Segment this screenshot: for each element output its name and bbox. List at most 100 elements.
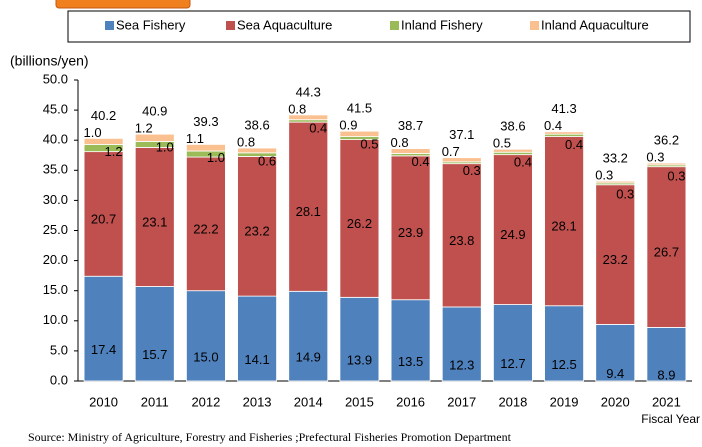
bar-segment bbox=[237, 295, 277, 382]
value-label: 0.3 bbox=[616, 187, 634, 202]
y-tick-label: 35.0 bbox=[43, 162, 68, 177]
bar-segment bbox=[237, 147, 277, 154]
value-label: 1.0 bbox=[156, 140, 174, 155]
value-label: 28.1 bbox=[551, 219, 576, 234]
y-tick-label: 5.0 bbox=[50, 342, 68, 357]
bar-segment bbox=[544, 136, 584, 307]
value-label: 0.7 bbox=[442, 144, 460, 159]
value-label: 0.5 bbox=[493, 136, 511, 151]
value-label: 0.6 bbox=[258, 153, 276, 168]
bar-segment bbox=[134, 286, 175, 382]
bar-segment bbox=[288, 114, 329, 121]
value-label: 0.4 bbox=[309, 120, 327, 135]
legend-label: Sea Fishery bbox=[116, 17, 186, 32]
x-tick-label: 2018 bbox=[498, 394, 527, 409]
value-label: 0.4 bbox=[565, 137, 583, 152]
legend-swatch bbox=[530, 21, 539, 30]
x-tick-label: 2021 bbox=[652, 394, 681, 409]
value-label: 1.2 bbox=[105, 144, 123, 159]
value-label: 0.4 bbox=[412, 154, 430, 169]
bar-segment bbox=[186, 144, 226, 152]
bar-segment bbox=[83, 275, 124, 382]
value-label: 0.4 bbox=[544, 118, 562, 133]
bar-segment bbox=[83, 137, 124, 145]
bar-segment bbox=[390, 299, 431, 382]
total-label: 37.1 bbox=[449, 127, 474, 142]
value-label: 0.4 bbox=[514, 155, 532, 170]
bar-segment bbox=[134, 133, 175, 142]
x-tick-label: 2017 bbox=[447, 394, 476, 409]
bar-segment bbox=[493, 148, 533, 153]
bar-segment bbox=[237, 156, 277, 297]
total-label: 40.2 bbox=[91, 108, 116, 123]
bar-segment bbox=[339, 139, 380, 298]
total-label: 39.3 bbox=[193, 114, 218, 129]
value-label: 8.9 bbox=[657, 368, 675, 383]
value-label: 12.3 bbox=[449, 357, 474, 372]
x-axis-label: Fiscal Year bbox=[641, 412, 700, 426]
total-label: 38.7 bbox=[398, 118, 423, 133]
legend-label: Inland Aquaculture bbox=[541, 17, 649, 32]
value-label: 14.9 bbox=[296, 350, 321, 365]
bar-segment bbox=[83, 151, 124, 277]
total-label: 33.2 bbox=[603, 151, 628, 166]
legend-swatch bbox=[105, 21, 114, 30]
bar-segment bbox=[493, 304, 533, 382]
y-tick-label: 20.0 bbox=[43, 252, 68, 267]
bar-segment bbox=[441, 306, 482, 382]
value-label: 15.0 bbox=[193, 349, 218, 364]
total-label: 38.6 bbox=[244, 117, 269, 132]
bar-segment bbox=[339, 296, 380, 382]
value-label: 1.1 bbox=[186, 131, 204, 146]
value-label: 28.1 bbox=[296, 204, 321, 219]
value-label: 0.9 bbox=[339, 118, 357, 133]
bar-segment bbox=[493, 154, 533, 305]
source: Source: Ministry of Agriculture, Forestr… bbox=[28, 430, 512, 444]
bar-segment bbox=[390, 148, 431, 154]
value-label: 0.8 bbox=[391, 135, 409, 150]
bar-segment bbox=[595, 180, 636, 184]
value-label: 1.0 bbox=[84, 125, 102, 140]
value-label: 26.7 bbox=[654, 244, 679, 259]
total-label: 41.5 bbox=[347, 101, 372, 116]
value-label: 0.3 bbox=[646, 150, 664, 165]
value-label: 23.2 bbox=[244, 224, 269, 239]
y-tick-label: 0.0 bbox=[50, 372, 68, 387]
value-label: 14.1 bbox=[244, 352, 269, 367]
value-label: 0.5 bbox=[360, 137, 378, 152]
y-tick-label: 15.0 bbox=[43, 282, 68, 297]
bar-segment bbox=[646, 162, 687, 166]
value-label: 1.0 bbox=[207, 150, 225, 165]
y-axis-label: (billions/yen) bbox=[10, 53, 89, 69]
value-label: 0.3 bbox=[595, 168, 613, 183]
value-label: 26.2 bbox=[347, 216, 372, 231]
bar-segment bbox=[339, 130, 380, 137]
total-label: 40.9 bbox=[142, 104, 167, 119]
bar-segment bbox=[441, 157, 482, 163]
value-label: 22.2 bbox=[193, 221, 218, 236]
x-tick-label: 2015 bbox=[345, 394, 374, 409]
bar-segment bbox=[544, 131, 584, 135]
y-tick-label: 30.0 bbox=[43, 192, 68, 207]
value-label: 23.8 bbox=[449, 233, 474, 248]
legend-swatch bbox=[390, 21, 399, 30]
total-label: 41.3 bbox=[551, 101, 576, 116]
value-label: 15.7 bbox=[142, 347, 167, 362]
legend-label: Inland Fishery bbox=[401, 17, 483, 32]
total-label: 38.6 bbox=[500, 119, 525, 134]
value-label: 0.3 bbox=[667, 169, 685, 184]
x-tick-label: 2019 bbox=[550, 394, 579, 409]
x-tick-label: 2016 bbox=[396, 394, 425, 409]
value-label: 17.4 bbox=[91, 342, 116, 357]
value-label: 24.9 bbox=[500, 227, 525, 242]
bar-segment bbox=[390, 155, 431, 301]
bar-segment bbox=[186, 290, 226, 382]
legend-box bbox=[67, 10, 691, 43]
value-label: 9.4 bbox=[606, 366, 624, 381]
y-tick-label: 45.0 bbox=[43, 102, 68, 117]
value-label: 13.5 bbox=[398, 354, 423, 369]
x-tick-label: 2013 bbox=[243, 394, 272, 409]
value-label: 23.2 bbox=[603, 252, 628, 267]
total-label: 44.3 bbox=[296, 84, 321, 99]
